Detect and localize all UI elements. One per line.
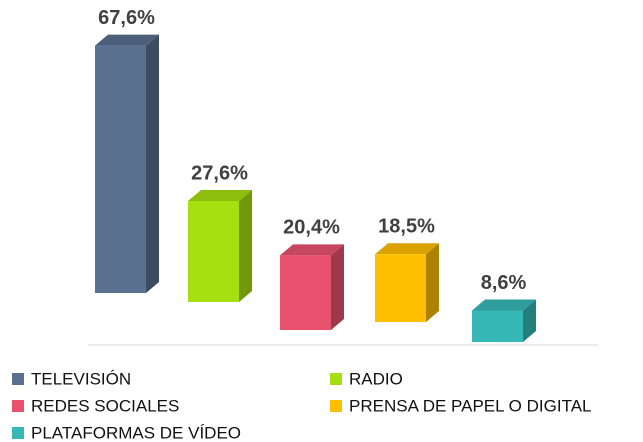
bar-side bbox=[239, 189, 252, 302]
legend-label: REDES SOCIALES bbox=[31, 396, 179, 415]
value-label: 8,6% bbox=[481, 272, 527, 294]
bar-top bbox=[280, 244, 344, 256]
legend-label: RADIO bbox=[349, 369, 403, 388]
bar bbox=[188, 200, 239, 302]
bar-top bbox=[188, 189, 252, 201]
legend-swatch bbox=[330, 373, 342, 385]
value-label: 20,4% bbox=[283, 217, 340, 239]
legend-label: TELEVISIÓN bbox=[31, 369, 131, 388]
bar-top bbox=[375, 243, 439, 255]
bar-top bbox=[472, 299, 536, 311]
bar bbox=[280, 255, 331, 330]
legend-label: PRENSA DE PAPEL O DIGITAL bbox=[349, 396, 591, 415]
value-label: 67,6% bbox=[98, 7, 155, 29]
bar bbox=[95, 45, 146, 293]
bar-top bbox=[95, 34, 159, 46]
bar-side bbox=[523, 299, 536, 342]
bar bbox=[472, 310, 523, 342]
bar bbox=[375, 254, 426, 322]
bar-side bbox=[331, 244, 344, 330]
legend-swatch bbox=[12, 427, 24, 439]
value-label: 27,6% bbox=[191, 162, 248, 184]
bar-side bbox=[426, 243, 439, 322]
bar-side bbox=[146, 34, 159, 294]
legend-swatch bbox=[330, 400, 342, 412]
legend-label: PLATAFORMAS DE VÍDEO bbox=[31, 423, 241, 442]
legend-swatch bbox=[12, 400, 24, 412]
value-label: 18,5% bbox=[378, 216, 435, 238]
legend-swatch bbox=[12, 373, 24, 385]
